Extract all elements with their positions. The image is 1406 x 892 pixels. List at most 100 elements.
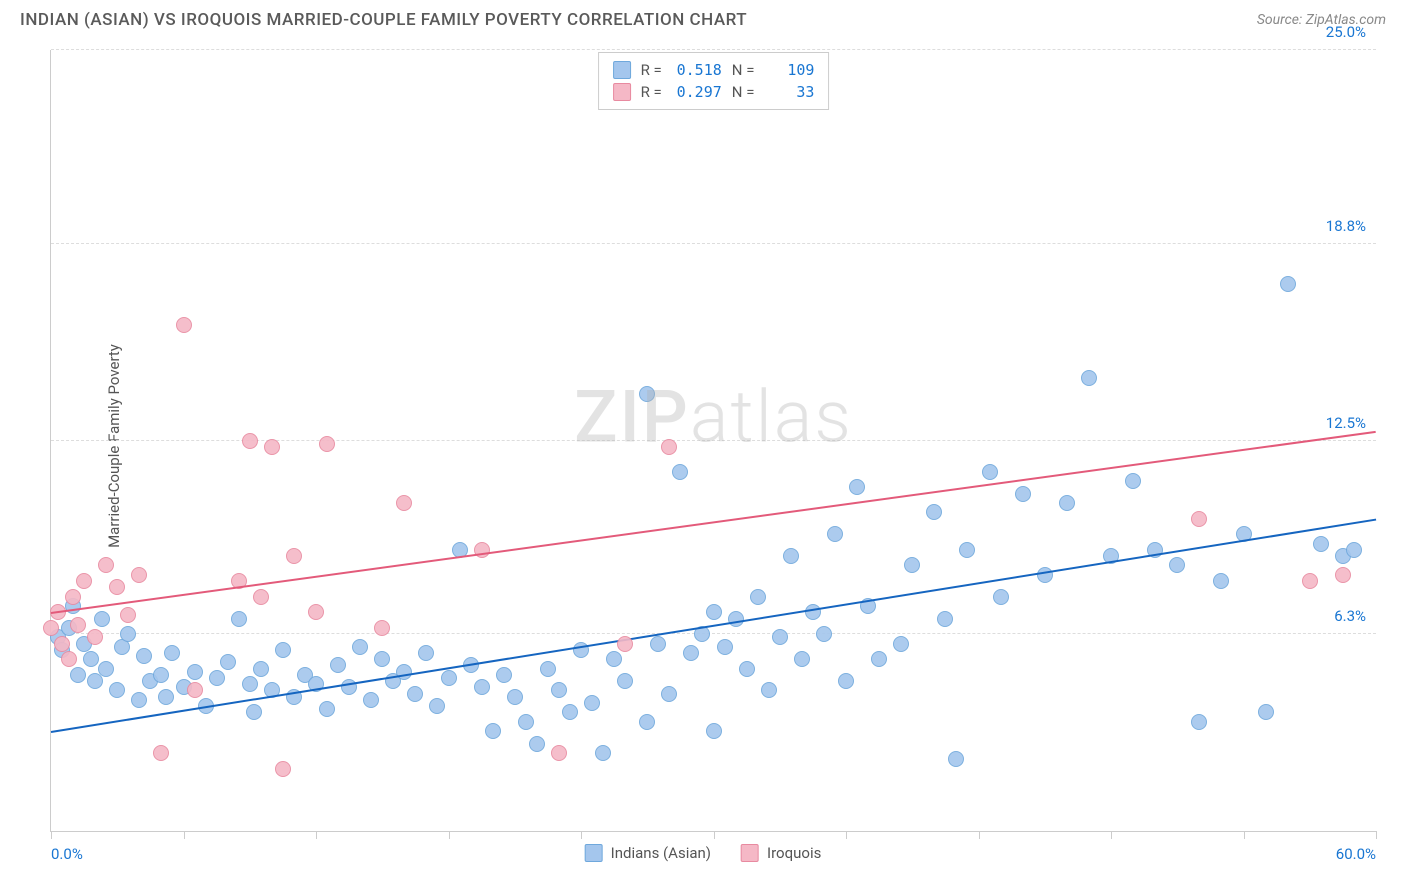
watermark-part2: atlas	[690, 375, 853, 460]
data-point	[319, 701, 335, 717]
data-point	[595, 745, 611, 761]
legend-item-series2: Iroquois	[741, 844, 821, 862]
data-point	[739, 661, 755, 677]
data-point	[1059, 495, 1075, 511]
data-point	[1335, 567, 1351, 583]
data-point	[485, 723, 501, 739]
data-point	[87, 673, 103, 689]
data-point	[158, 689, 174, 705]
data-point	[639, 714, 655, 730]
x-tick	[1111, 831, 1112, 839]
data-point	[231, 611, 247, 627]
data-point	[948, 751, 964, 767]
data-point	[937, 611, 953, 627]
data-point	[606, 651, 622, 667]
data-point	[407, 686, 423, 702]
data-point	[1169, 557, 1185, 573]
data-point	[352, 639, 368, 655]
scatter-chart-area: ZIPatlas R = 0.518 N = 109 R = 0.297 N =…	[50, 50, 1376, 832]
legend-label-2: Iroquois	[767, 844, 821, 862]
data-point	[363, 692, 379, 708]
data-point	[816, 626, 832, 642]
data-point	[374, 620, 390, 636]
correlation-legend: R = 0.518 N = 109 R = 0.297 N = 33	[598, 52, 830, 110]
data-point	[65, 589, 81, 605]
data-point	[76, 573, 92, 589]
legend-label-1: Indians (Asian)	[611, 844, 711, 862]
data-point	[1125, 473, 1141, 489]
data-point	[551, 682, 567, 698]
data-point	[683, 645, 699, 661]
x-tick	[1376, 831, 1377, 839]
data-point	[275, 761, 291, 777]
legend-r-label: R =	[641, 83, 662, 101]
legend-n-label: N =	[732, 83, 755, 101]
data-point	[70, 617, 86, 633]
data-point	[507, 689, 523, 705]
data-point	[783, 548, 799, 564]
data-point	[639, 386, 655, 402]
x-axis-label: 0.0%	[51, 845, 83, 863]
data-point	[187, 682, 203, 698]
data-point	[264, 439, 280, 455]
data-point	[617, 636, 633, 652]
data-point	[993, 589, 1009, 605]
data-point	[164, 645, 180, 661]
legend-r-label: R =	[641, 61, 662, 79]
data-point	[396, 664, 412, 680]
data-point	[131, 567, 147, 583]
y-tick-label: 25.0%	[1326, 23, 1366, 41]
legend-row-series1: R = 0.518 N = 109	[613, 59, 815, 81]
data-point	[275, 642, 291, 658]
data-point	[1213, 573, 1229, 589]
data-point	[496, 667, 512, 683]
data-point	[131, 692, 147, 708]
y-tick-label: 12.5%	[1326, 414, 1366, 432]
data-point	[959, 542, 975, 558]
data-point	[54, 636, 70, 652]
legend-n-label: N =	[732, 61, 755, 79]
chart-title: INDIAN (ASIAN) VS IROQUOIS MARRIED-COUPL…	[20, 10, 747, 30]
data-point	[838, 673, 854, 689]
x-tick	[449, 831, 450, 839]
x-tick	[1244, 831, 1245, 839]
data-point	[1015, 486, 1031, 502]
x-tick	[979, 831, 980, 839]
data-point	[109, 682, 125, 698]
data-point	[761, 682, 777, 698]
data-point	[661, 686, 677, 702]
data-point	[396, 495, 412, 511]
data-point	[246, 704, 262, 720]
data-point	[617, 673, 633, 689]
data-point	[374, 651, 390, 667]
data-point	[529, 736, 545, 752]
legend-swatch-series1	[613, 61, 631, 79]
legend-item-series1: Indians (Asian)	[585, 844, 711, 862]
x-axis-label: 60.0%	[1336, 845, 1376, 863]
data-point	[750, 589, 766, 605]
data-point	[717, 639, 733, 655]
data-point	[43, 620, 59, 636]
data-point	[286, 548, 302, 564]
data-point	[209, 670, 225, 686]
data-point	[1191, 511, 1207, 527]
gridline	[51, 633, 1376, 634]
legend-r-value-1: 0.518	[672, 61, 722, 79]
data-point	[253, 661, 269, 677]
trend-line	[51, 431, 1376, 614]
data-point	[706, 723, 722, 739]
data-point	[728, 611, 744, 627]
data-point	[474, 679, 490, 695]
data-point	[153, 667, 169, 683]
x-tick	[51, 831, 52, 839]
data-point	[849, 479, 865, 495]
data-point	[429, 698, 445, 714]
data-point	[827, 526, 843, 542]
data-point	[706, 604, 722, 620]
x-tick	[714, 831, 715, 839]
data-point	[805, 604, 821, 620]
data-point	[83, 651, 99, 667]
data-point	[1037, 567, 1053, 583]
data-point	[418, 645, 434, 661]
data-point	[584, 695, 600, 711]
